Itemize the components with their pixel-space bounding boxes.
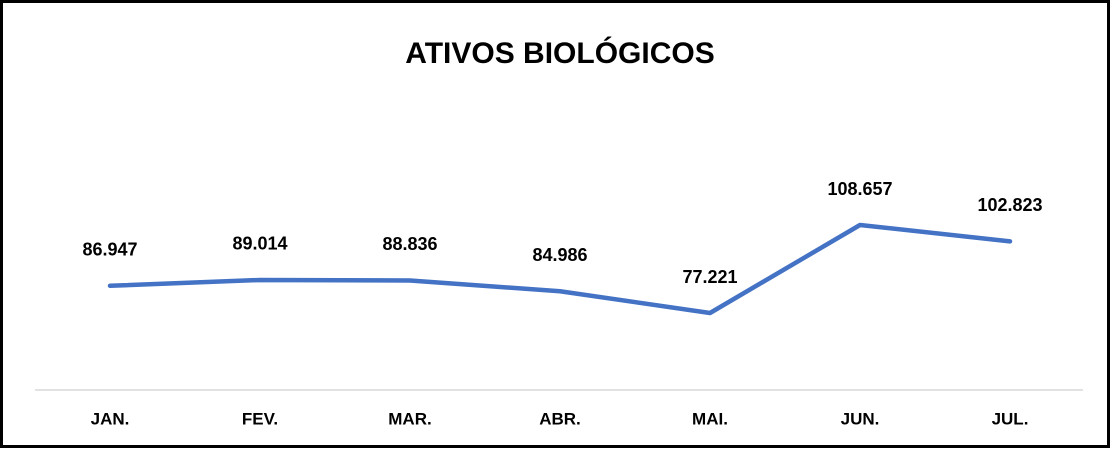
data-label: 108.657 <box>827 179 892 199</box>
data-label: 86.947 <box>82 240 137 260</box>
chart-title: ATIVOS BIOLÓGICOS <box>405 36 714 70</box>
x-tick-label: MAR. <box>388 409 431 428</box>
x-tick-label: ABR. <box>539 409 581 428</box>
x-tick-label: JUN. <box>841 409 880 428</box>
x-tick-label: FEV. <box>242 409 278 428</box>
data-label: 88.836 <box>382 234 437 254</box>
x-tick-label: JAN. <box>91 409 130 428</box>
data-line <box>107 222 1013 316</box>
x-tick-label: MAI. <box>692 409 728 428</box>
x-tick-label: JUL. <box>992 409 1029 428</box>
data-label: 84.986 <box>532 245 587 265</box>
data-label: 77.221 <box>682 267 737 287</box>
data-label: 102.823 <box>977 195 1042 215</box>
data-label: 89.014 <box>232 234 287 254</box>
